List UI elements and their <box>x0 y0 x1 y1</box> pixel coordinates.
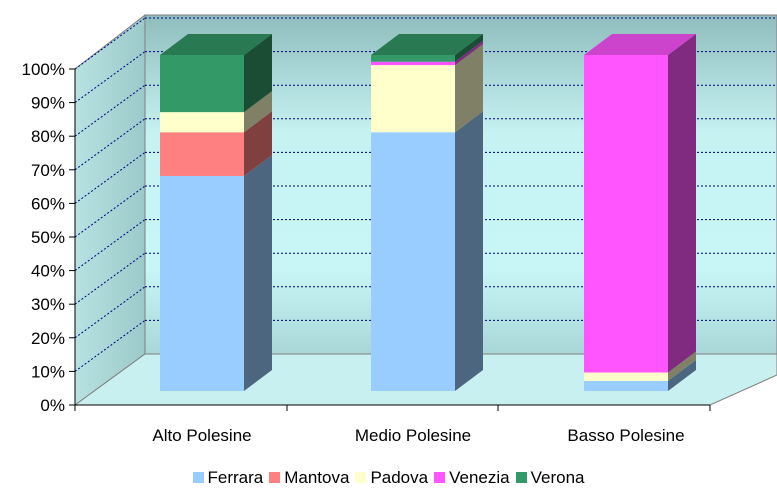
legend-label: Venezia <box>449 468 510 487</box>
bar-side <box>244 34 272 113</box>
legend-item: Venezia <box>434 468 510 488</box>
bar-front <box>584 372 668 381</box>
bar-front <box>371 65 455 133</box>
category-label: Medio Polesine <box>355 426 471 445</box>
legend-swatch <box>515 472 527 483</box>
bar-front <box>371 55 455 62</box>
bar-segment <box>160 111 272 176</box>
category-label: Basso Polesine <box>567 426 684 445</box>
legend-swatch <box>269 472 281 483</box>
gridline-side <box>74 118 146 171</box>
bar-segment <box>584 351 696 381</box>
bar-segment <box>160 91 272 133</box>
bar-segment <box>160 154 272 391</box>
legend-swatch <box>355 472 367 483</box>
bar-front <box>584 55 668 373</box>
bar-segment <box>371 40 483 66</box>
gridline-side <box>74 151 146 204</box>
x-axis: Alto Polesine Medio Polesine Basso Polesin… <box>74 404 711 445</box>
legend-label: Ferrara <box>207 468 264 487</box>
bar-side <box>668 359 696 391</box>
bar-side <box>244 91 272 133</box>
y-tick-label: 30% <box>31 295 65 314</box>
y-tick-label: 100% <box>22 60 65 79</box>
bar-side <box>455 34 483 62</box>
bar-front <box>160 55 244 113</box>
gridline-side <box>74 252 146 305</box>
bar-side <box>668 351 696 381</box>
y-tick-label: 40% <box>31 262 65 281</box>
bar-side <box>455 44 483 133</box>
bar-segment <box>371 34 483 62</box>
bar-side <box>455 111 483 391</box>
legend-item: Padova <box>355 468 428 488</box>
y-tick-label: 80% <box>31 127 65 146</box>
bar-top <box>584 34 696 55</box>
y-tick-label: 0% <box>40 396 65 415</box>
bar-segment <box>160 34 272 113</box>
gridline-side <box>74 185 146 238</box>
bar-side <box>244 154 272 391</box>
bar-side <box>244 111 272 176</box>
bar-top <box>160 34 272 55</box>
y-tick-label: 70% <box>31 161 65 180</box>
gridline-side <box>74 17 146 70</box>
gridline-side <box>74 286 146 339</box>
bar-segment <box>371 111 483 391</box>
bar-side <box>455 40 483 66</box>
legend: Ferrara Mantova Padova Venezia Verona <box>0 468 777 488</box>
bar-segment <box>584 34 696 373</box>
bar-front <box>160 112 244 133</box>
bar-front <box>584 380 668 391</box>
legend-item: Verona <box>515 468 585 488</box>
side-wall <box>74 13 146 406</box>
legend-label: Padova <box>370 468 429 487</box>
y-axis: 0% 10% 20% 30% 40% 50% 60% 70% 80% 90% 100% <box>22 60 76 415</box>
y-tick-label: 50% <box>31 228 65 247</box>
bar-side <box>668 34 696 373</box>
bar-front <box>371 132 455 391</box>
y-tick-label: 90% <box>31 94 65 113</box>
category-label: Alto Polesine <box>152 426 251 445</box>
bar-top <box>371 34 483 55</box>
y-tick-label: 20% <box>31 329 65 348</box>
legend-label: Verona <box>530 468 585 487</box>
y-tick-label: 60% <box>31 194 65 213</box>
gridline-side <box>74 219 146 272</box>
legend-swatch <box>192 472 204 483</box>
bar-front <box>371 61 455 66</box>
legend-item: Mantova <box>269 468 349 488</box>
legend-label: Mantova <box>284 468 350 487</box>
gridline-side <box>74 319 146 372</box>
bars <box>160 34 696 391</box>
legend-item: Ferrara <box>192 468 264 488</box>
gridline-side <box>74 51 146 104</box>
gridline-side <box>74 84 146 137</box>
bar-front <box>160 175 244 391</box>
bar-segment <box>371 44 483 133</box>
bar-segment <box>584 359 696 391</box>
y-tick-label: 10% <box>31 362 65 381</box>
bar-front <box>160 132 244 176</box>
legend-swatch <box>434 472 446 483</box>
